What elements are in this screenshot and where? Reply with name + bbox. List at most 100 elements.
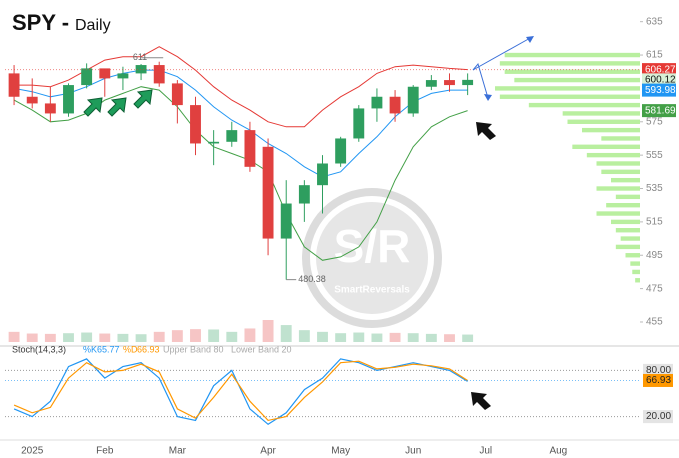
volume-bar (462, 334, 474, 342)
volume-bar (280, 325, 292, 342)
volume-profile-bar (601, 169, 640, 175)
candle-body (8, 73, 20, 97)
volume-bar (335, 333, 347, 342)
candle-body (298, 185, 310, 204)
y-tick-box (643, 363, 673, 377)
candle-body (244, 130, 256, 167)
value-tag (643, 373, 673, 387)
x-tick-label: Feb (96, 446, 114, 457)
x-tick-label: Jul (479, 446, 492, 457)
volume-profile-bar (596, 161, 640, 166)
value-tag-label: 66.93 (646, 375, 671, 386)
volume-bar (135, 334, 147, 342)
price-tag-label: 581.69 (645, 105, 676, 116)
y-tick-label: 635 (646, 16, 663, 27)
volume-profile-bar (615, 228, 640, 233)
volume-profile-bar (620, 236, 640, 241)
volume-bar (425, 333, 437, 342)
price-tag (642, 73, 676, 87)
legend-band: Lower Band 20 (231, 344, 292, 354)
candle-body (63, 85, 74, 114)
y-tick-label: 535 (646, 183, 663, 194)
legend-title: Stoch(14,3,3) (12, 344, 66, 354)
volume-profile-bar (625, 253, 640, 258)
volume-profile-bar (615, 244, 640, 250)
volume-profile-bar (572, 144, 640, 150)
candle-body (117, 73, 129, 79)
volume-profile-bar (504, 69, 640, 74)
y-tick-label: 80.00 (646, 365, 671, 376)
candle-body (353, 108, 365, 139)
price-tag-label: 600.12 (645, 75, 676, 86)
volume-bar (99, 333, 111, 342)
candle-body (26, 96, 38, 104)
projection-line (472, 62, 489, 99)
x-tick-label: Apr (260, 446, 276, 457)
volume-profile-bar (586, 152, 640, 158)
volume-profile-bar (499, 61, 640, 66)
volume-bar (44, 333, 56, 342)
legend-band: Upper Band 80 (163, 344, 224, 354)
candle-body (389, 96, 401, 114)
legend-entry: %K (83, 344, 97, 354)
volume-profile-bar (601, 136, 640, 141)
y-tick-label: 475 (646, 283, 663, 294)
y-tick-label: 555 (646, 150, 663, 161)
volume-profile-bar (495, 86, 640, 91)
x-tick-label: Jun (405, 446, 421, 457)
candle-body (280, 203, 292, 239)
candle-body (171, 83, 183, 106)
black-arrow (476, 122, 496, 140)
candle-body (135, 65, 147, 74)
candle-body (44, 103, 56, 114)
price-tag-label: 593.98 (645, 85, 676, 96)
candle-body (462, 79, 474, 86)
volume-bar (8, 331, 20, 342)
volume-bar (26, 333, 38, 342)
projection-arrowhead (526, 36, 534, 43)
volume-bar (208, 329, 220, 342)
candle-body (153, 65, 165, 84)
legend-entry: %D (123, 344, 138, 354)
legend-value: 65.77 (97, 344, 120, 354)
price-tag (642, 83, 676, 97)
legend-value: 66.93 (137, 344, 160, 354)
volume-profile-bar (499, 94, 640, 99)
volume-bar (407, 333, 419, 342)
annotations (83, 36, 534, 410)
volume-bar (171, 330, 183, 342)
volume-bar (226, 331, 238, 342)
y-tick-label: 575 (646, 116, 663, 127)
watermark-name: SmartReversals (334, 285, 410, 296)
volume-profile-bar (630, 261, 640, 266)
volume-bar (117, 333, 129, 342)
y-tick-label: 20.00 (646, 411, 671, 422)
volume-profile-bar (567, 119, 640, 124)
projection-arrowhead (484, 94, 492, 101)
candle-body (81, 68, 93, 86)
volume-bar (353, 332, 365, 342)
candle-body (317, 163, 328, 186)
black-arrow (471, 392, 491, 410)
volume-profile-bar (615, 194, 640, 200)
x-tick-label: 2025 (21, 446, 44, 457)
x-tick-label: May (331, 446, 350, 457)
green-arrow (83, 97, 103, 117)
volume-bar (298, 330, 310, 342)
volume-profile-bar (596, 211, 640, 216)
watermark: S/R SmartReversals (302, 188, 442, 328)
watermark-disc (316, 202, 428, 314)
volume-bar (444, 334, 455, 342)
price-tag-label: 606.27 (645, 64, 676, 75)
projection-line (472, 36, 533, 71)
volume-bar (244, 328, 256, 342)
volume-bar (317, 331, 328, 342)
y-tick-label: 615 (646, 50, 663, 61)
volume-bar (190, 329, 201, 342)
volume-profile-bar (514, 77, 640, 83)
high-label: 611 (133, 52, 147, 62)
volume-profile-bar (504, 52, 640, 58)
candle-body (407, 86, 419, 114)
candle-body (262, 146, 274, 239)
